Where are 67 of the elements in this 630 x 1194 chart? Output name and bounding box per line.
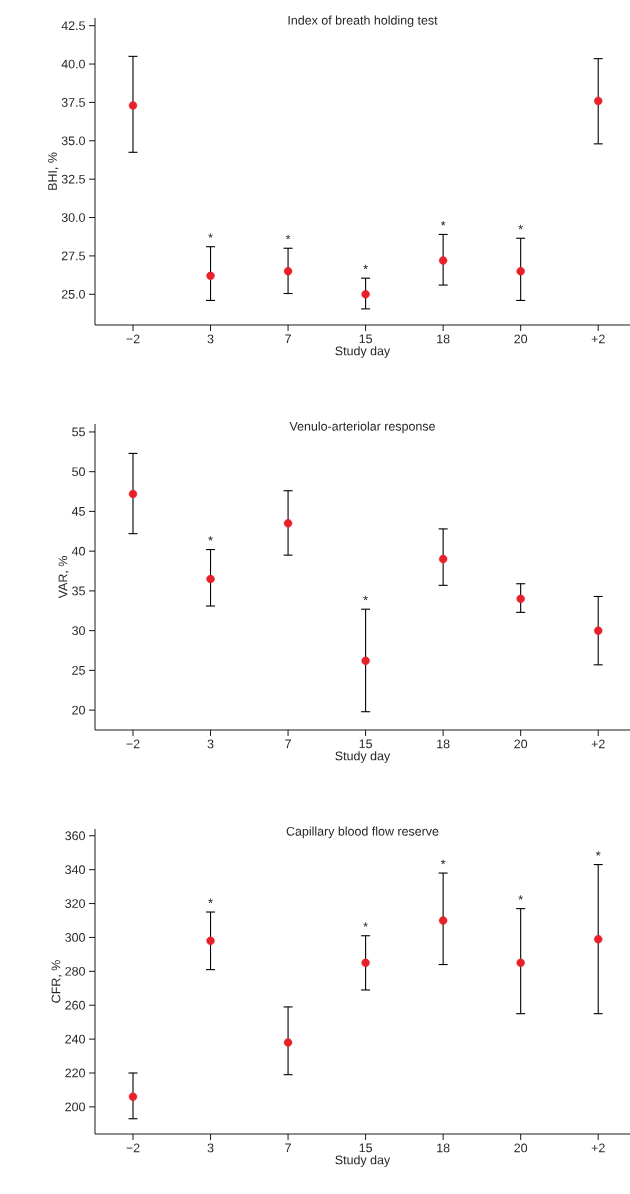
y-tick-label: 25.0 [61, 289, 85, 299]
chart-title: Index of breath holding test [288, 15, 438, 28]
annotation: * [440, 221, 446, 226]
y-tick-label: 260 [65, 1000, 85, 1010]
y-tick-label: 280 [65, 966, 85, 976]
y-tick-label: 220 [65, 1068, 85, 1078]
y-tick-label: 30 [72, 626, 85, 636]
annotation: * [208, 233, 213, 238]
x-tick-label: −2 [126, 1143, 140, 1153]
annotation: * [440, 859, 446, 865]
y-tick-label: 32.5 [61, 174, 85, 184]
annotation: * [363, 264, 368, 270]
y-tick-label: 27.5 [61, 251, 85, 261]
y-tick-label: 42.5 [61, 21, 85, 31]
x-tick-label: 18 [437, 739, 450, 749]
x-tick-label: 15 [359, 739, 373, 749]
x-tick-label: 20 [514, 1143, 528, 1153]
y-tick-label: 35.0 [61, 136, 85, 146]
y-tick-label: 240 [65, 1034, 85, 1044]
x-tick-label: 18 [437, 1143, 450, 1153]
y-tick-label: 320 [65, 899, 85, 908]
x-tick-label: 20 [514, 739, 528, 749]
y-axis-title: CFR, % [51, 960, 62, 1003]
y-tick-label: 360 [65, 831, 85, 841]
y-tick-label: 20 [72, 705, 85, 715]
annotation: * [518, 224, 523, 230]
annotation: * [208, 536, 213, 541]
y-tick-label: 30.0 [61, 213, 85, 222]
y-tick-label: 55 [72, 427, 85, 437]
x-tick-label: +2 [591, 334, 605, 344]
x-tick-label: 7 [285, 1143, 291, 1153]
x-tick-label: −2 [126, 739, 140, 749]
annotation: * [363, 595, 368, 601]
y-tick-label: 45 [71, 507, 85, 516]
x-tick-label: +2 [591, 739, 605, 749]
y-tick-label: 300 [65, 933, 85, 942]
x-tick-label: 3 [207, 1143, 214, 1153]
annotation: * [363, 922, 368, 927]
x-tick-label: +2 [591, 1143, 605, 1153]
annotation: * [208, 898, 213, 904]
x-tick-label: 3 [207, 739, 214, 749]
x-tick-label: 7 [285, 739, 291, 749]
x-tick-label: 15 [359, 1143, 373, 1153]
x-tick-label: 18 [437, 334, 450, 344]
x-tick-label: 7 [285, 334, 291, 344]
y-tick-label: 40 [71, 546, 85, 556]
annotation: * [285, 234, 291, 240]
y-tick-label: 25 [72, 665, 85, 675]
y-tick-label: 340 [65, 865, 85, 875]
x-tick-label: 20 [514, 334, 528, 344]
x-axis-title: Study day [335, 1155, 391, 1167]
chart-title: Venulo-arteriolar response [289, 421, 435, 434]
chart-title: Capillary blood flow reserve [286, 826, 439, 839]
x-tick-label: 3 [207, 334, 214, 344]
y-tick-label: 40.0 [61, 59, 85, 69]
y-axis-title: VAR, % [58, 556, 69, 599]
y-tick-label: 200 [65, 1102, 85, 1112]
x-tick-label: 15 [359, 334, 373, 344]
y-axis-title: BHI, % [48, 152, 59, 190]
x-tick-label: −2 [126, 334, 140, 344]
y-tick-label: 37.5 [61, 98, 85, 107]
x-axis-title: Study day [335, 751, 391, 763]
x-axis-title: Study day [335, 346, 391, 358]
annotation: * [595, 851, 601, 856]
y-tick-label: 35 [72, 586, 85, 596]
y-tick-label: 50 [72, 467, 85, 477]
annotation: * [518, 895, 523, 900]
